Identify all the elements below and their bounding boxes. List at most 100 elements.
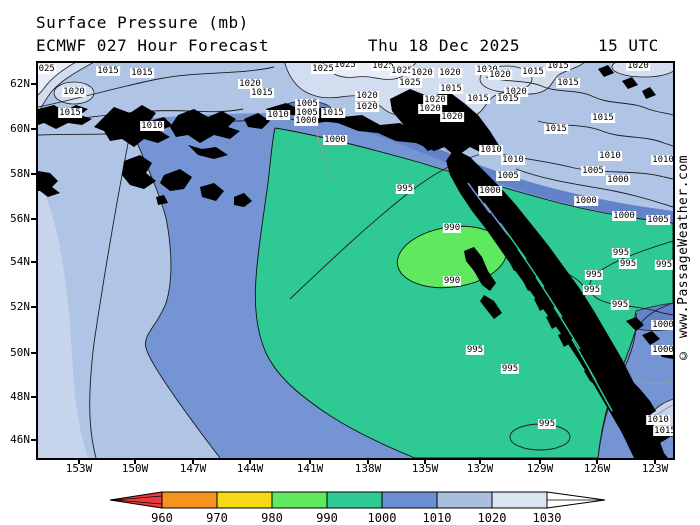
- contour-label: 1020: [355, 102, 379, 112]
- contour-label: 1010: [651, 155, 674, 165]
- lon-tick: [424, 458, 426, 464]
- lon-tick: [134, 458, 136, 464]
- contour-label: 1020: [438, 68, 462, 78]
- contour-label: 1020: [423, 95, 447, 105]
- legend-segment: [326, 491, 383, 509]
- lon-label: 132W: [466, 462, 494, 475]
- legend-tick-label: 990: [316, 511, 338, 525]
- contour-label: 1015: [250, 88, 274, 98]
- page-title: Surface Pressure (mb): [36, 13, 249, 32]
- contour-label: 1015: [58, 108, 82, 118]
- contour-label: 995: [654, 260, 673, 270]
- lat-label: 52N: [10, 300, 30, 313]
- contour-label: 1025: [38, 64, 56, 74]
- contour-label: 1025: [311, 64, 335, 74]
- contour-label: 1020: [488, 70, 512, 80]
- lon-tick: [539, 458, 541, 464]
- lat-tick: [31, 218, 38, 220]
- contour-label: 1000: [323, 135, 347, 145]
- lat-tick: [31, 261, 38, 263]
- lat-tick: [31, 128, 38, 130]
- lon-tick: [192, 458, 194, 464]
- contour-label: 1015: [96, 66, 120, 76]
- legend-segment: [381, 491, 438, 509]
- lat-tick: [31, 173, 38, 175]
- contour-label: 1020: [410, 68, 434, 78]
- contour-label: 1015: [496, 94, 520, 104]
- lat-tick: [31, 396, 38, 398]
- contour-label: 1000: [612, 211, 636, 221]
- contour-label: 1015: [521, 67, 545, 77]
- lon-label: 144W: [236, 462, 264, 475]
- contour-label: 1015: [466, 94, 490, 104]
- pressure-legend: 960 970 980 990 1000 1010 1020 1030: [109, 491, 606, 525]
- legend-tick-label: 960: [151, 511, 173, 525]
- contour-label: 1025: [333, 61, 357, 70]
- contour-label: 1015: [439, 84, 463, 94]
- contour-label: 1020: [238, 79, 262, 89]
- lon-label: 129W: [526, 462, 554, 475]
- contour-label: 1000: [606, 175, 630, 185]
- contour-label: 1015: [321, 108, 345, 118]
- legend-tick-label: 970: [206, 511, 228, 525]
- contour-label: 1005: [295, 108, 319, 118]
- lat-label: 56N: [10, 212, 30, 225]
- lon-tick: [596, 458, 598, 464]
- contour-label: 1000: [651, 320, 674, 330]
- legend-tick-label: 1020: [478, 511, 507, 525]
- contour-label: 1010: [479, 145, 503, 155]
- contour-label: 1005: [295, 99, 319, 109]
- legend-tick-label: 1010: [423, 511, 452, 525]
- model-label: ECMWF 027 Hour Forecast: [36, 36, 270, 55]
- lat-label: 46N: [10, 433, 30, 446]
- contour-label: 1025: [371, 61, 395, 71]
- lat-label: 50N: [10, 346, 30, 359]
- contour-label: 1015: [544, 124, 568, 134]
- legend-tick-label: 1030: [533, 511, 562, 525]
- contour-label: 1005: [496, 171, 520, 181]
- contour-label: 995: [465, 345, 485, 355]
- pressure-map: 1025101510151020101510101020101510101005…: [36, 61, 675, 460]
- contour-label: 1025: [390, 66, 414, 76]
- lat-tick: [31, 306, 38, 308]
- legend-segment: [436, 491, 493, 509]
- contour-label: 990: [442, 223, 462, 233]
- pressure-map-canvas: [38, 63, 673, 458]
- contour-label: 995: [610, 300, 630, 310]
- lon-tick: [309, 458, 311, 464]
- contour-label: 1015: [130, 68, 154, 78]
- lat-tick: [31, 352, 38, 354]
- lon-label: 123W: [641, 462, 669, 475]
- contour-label: 1000: [651, 345, 674, 355]
- lon-label: 147W: [179, 462, 207, 475]
- contour-label: 995: [537, 419, 557, 429]
- contour-label: 1020: [475, 65, 499, 75]
- contour-label: 995: [611, 248, 631, 258]
- contour-label: 1015: [653, 426, 675, 436]
- contour-label: 1015: [546, 61, 570, 71]
- legend-segment: [161, 491, 218, 509]
- contour-label: 1020: [626, 61, 650, 71]
- contour-label: 1010: [598, 151, 622, 161]
- lat-tick: [31, 83, 38, 85]
- lat-label: 48N: [10, 390, 30, 403]
- contour-label: 995: [500, 364, 520, 374]
- contour-label: 1010: [646, 415, 670, 425]
- lat-tick: [31, 439, 38, 441]
- lon-label: 141W: [296, 462, 324, 475]
- contour-label: 1000: [478, 186, 502, 196]
- contour-label: 995: [618, 259, 638, 269]
- legend-tick-label: 1000: [368, 511, 397, 525]
- contour-label: 1025: [398, 78, 422, 88]
- lon-tick: [654, 458, 656, 464]
- contour-label: 1000: [574, 196, 598, 206]
- lon-label: 150W: [121, 462, 149, 475]
- lon-label: 138W: [354, 462, 382, 475]
- lon-label: 126W: [583, 462, 611, 475]
- contour-label: 1015: [591, 113, 615, 123]
- contour-label: 995: [584, 270, 604, 280]
- legend-segment: [216, 491, 273, 509]
- contour-label: 1020: [62, 87, 86, 97]
- contour-label: 995: [395, 184, 415, 194]
